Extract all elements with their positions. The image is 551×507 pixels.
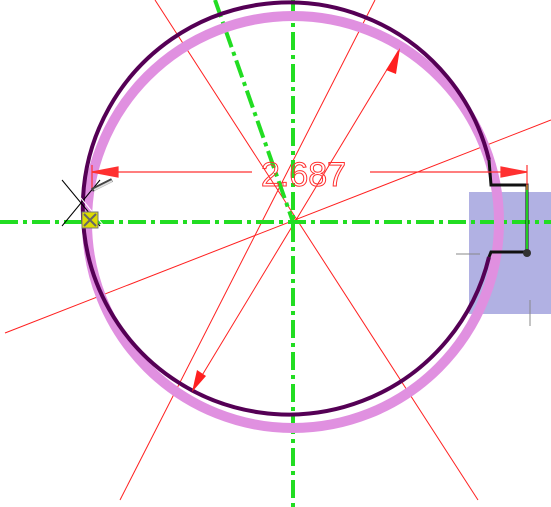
- radial-arrow-top: [386, 48, 400, 74]
- tick-marks: [456, 253, 531, 326]
- radial-arrow-bottom: [192, 370, 206, 392]
- endpoint-dot-icon[interactable]: [523, 249, 531, 257]
- circle-edge[interactable]: [80, 0, 491, 417]
- construction-line-2: [119, 0, 376, 501]
- pencil-icon: [91, 178, 113, 192]
- angled-centerline: [213, 0, 295, 223]
- construction-line-1: [154, 0, 479, 501]
- diameter-dimension[interactable]: [91, 165, 528, 190]
- dimension-arrow-left: [91, 166, 119, 178]
- dimension-arrow-right: [500, 166, 528, 178]
- dimension-label[interactable]: 2.687: [261, 156, 347, 195]
- snap-point-icon: [81, 211, 99, 229]
